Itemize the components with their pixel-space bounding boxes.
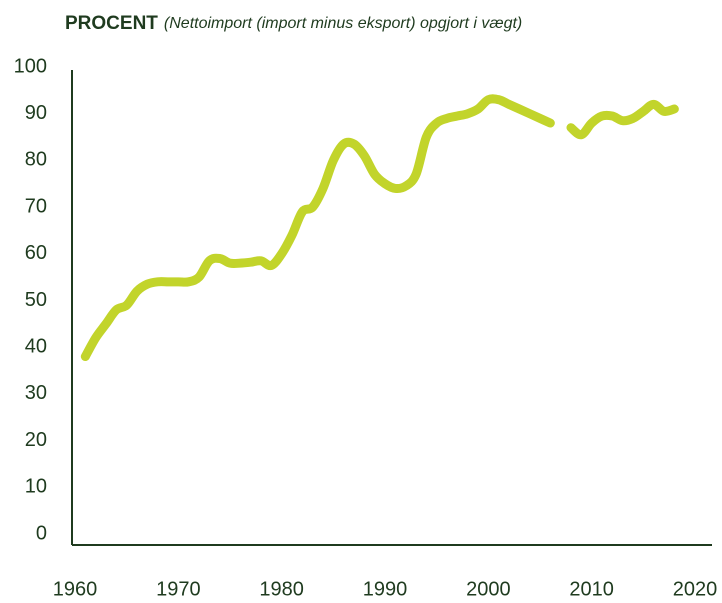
y-tick-label: 40 (25, 335, 47, 357)
subtitle: (Nettoimport (import minus eksport) opgj… (164, 15, 522, 32)
y-tick-label: 0 (36, 522, 47, 544)
y-tick-label: 10 (25, 476, 47, 498)
x-tick-label: 2020 (673, 578, 718, 600)
x-tick-label: 1960 (53, 578, 98, 600)
y-tick-label: 100 (14, 55, 47, 77)
x-tick-label: 1970 (156, 578, 201, 600)
y-tick-label: 70 (25, 195, 47, 217)
x-tick-label: 2010 (569, 578, 614, 600)
y-tick-label: 30 (25, 382, 47, 404)
y-tick-label: 60 (25, 242, 47, 264)
chart-title: PROCENT (Nettoimport (import minus ekspor… (65, 13, 522, 34)
x-tick-label: 1980 (259, 578, 304, 600)
y-tick-label: 50 (25, 289, 47, 311)
title: PROCENT (65, 13, 158, 34)
y-tick-label: 80 (25, 149, 47, 171)
x-tick-label: 1990 (363, 578, 408, 600)
y-tick-label: 90 (25, 102, 47, 124)
x-tick-label: 2000 (466, 578, 511, 600)
line (80, 94, 679, 362)
y-tick-label: 20 (25, 429, 47, 451)
